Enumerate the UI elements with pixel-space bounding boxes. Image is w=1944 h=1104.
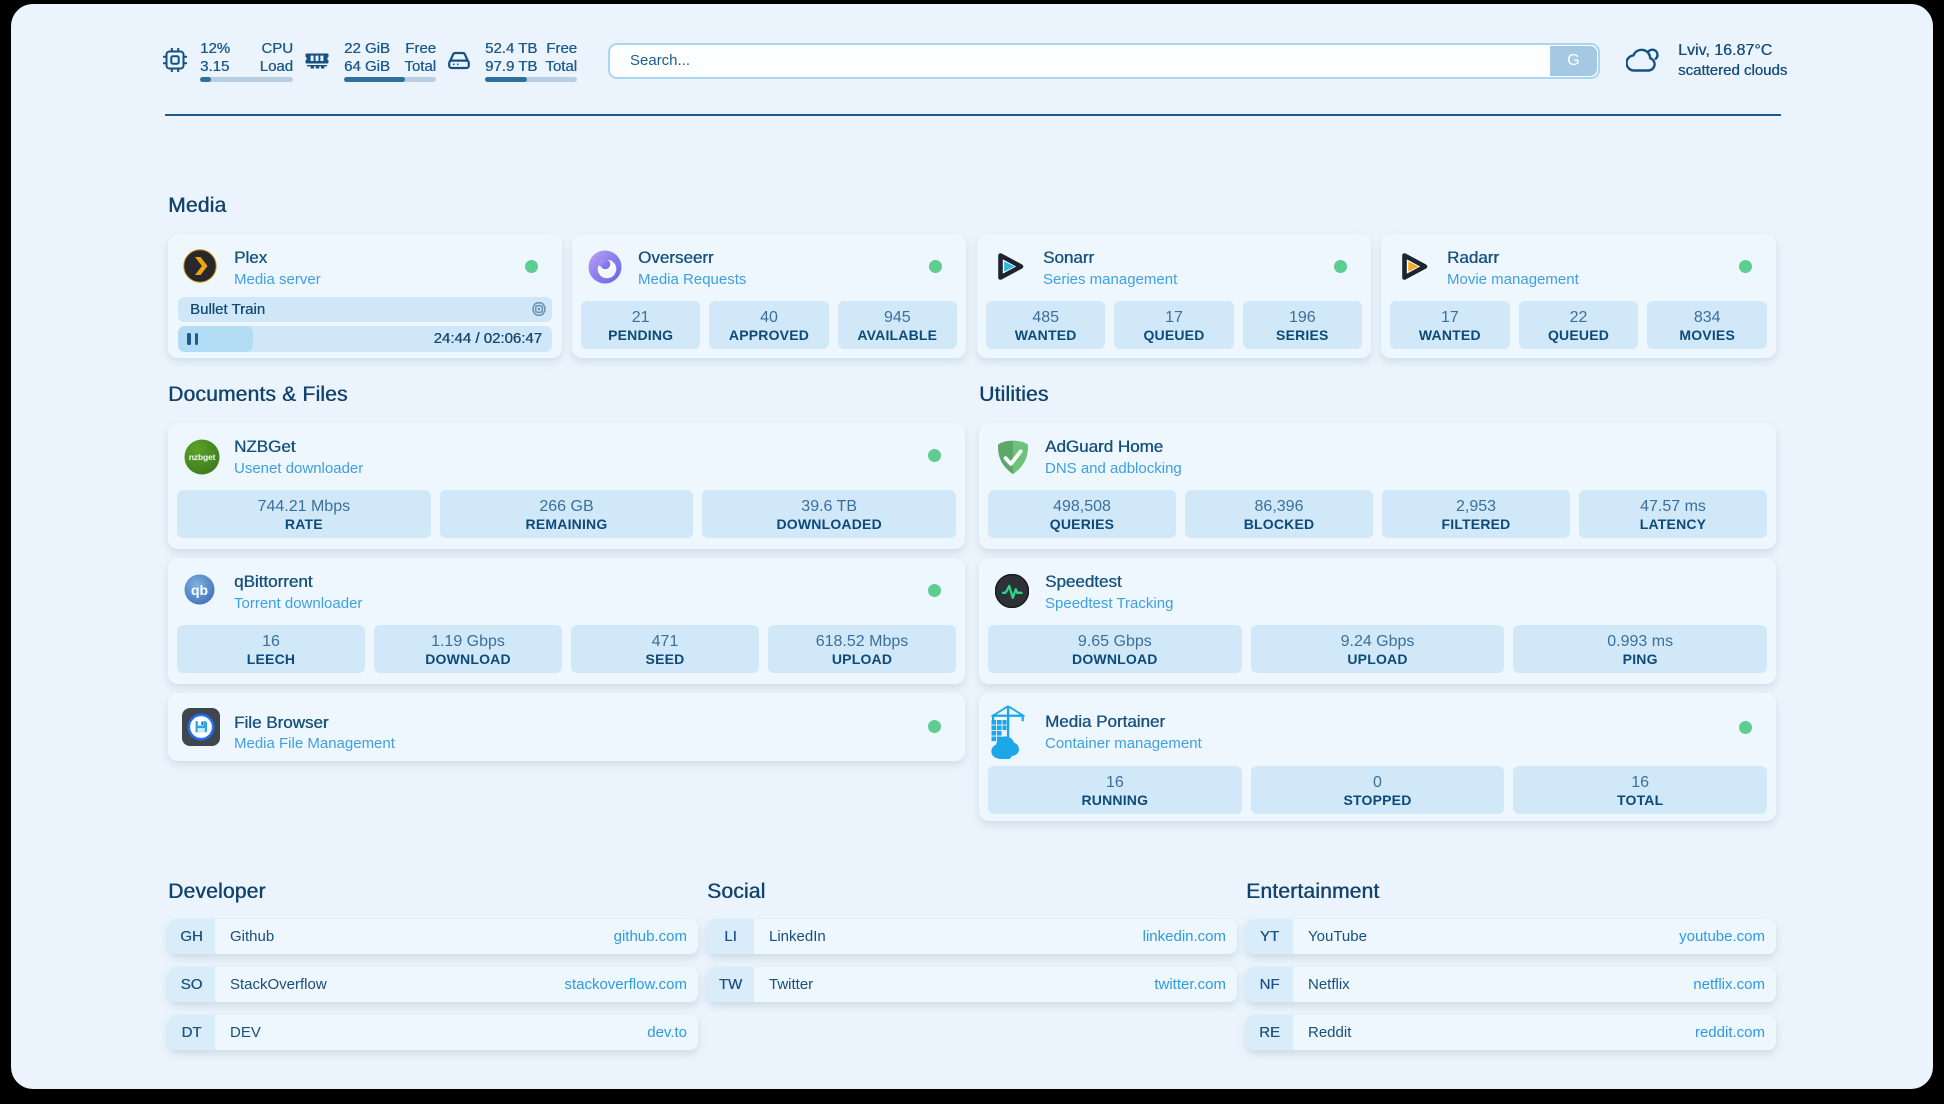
svg-text:nzbget: nzbget [189,452,216,462]
svg-text:qb: qb [191,582,208,598]
